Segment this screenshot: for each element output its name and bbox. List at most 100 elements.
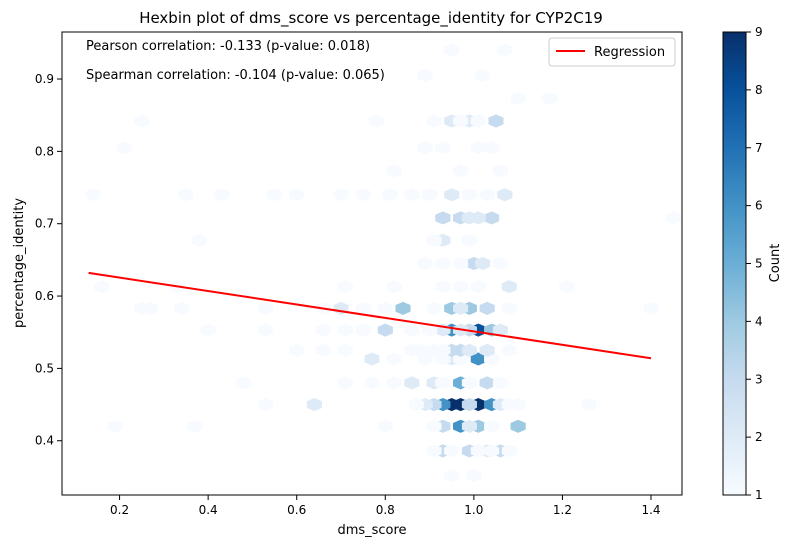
hexbin-cell [479,301,495,315]
hexbin-cell [559,280,575,294]
hexbin-cell [94,280,110,294]
hexbin-cell [187,419,203,433]
colorbar-tick-label: 5 [755,257,763,271]
x-axis-label: dms_score [337,523,406,538]
hexbin-cell [417,68,433,82]
hexbin-cell [426,419,442,433]
hexbin-cell [404,376,420,390]
hexbin-cell [355,188,371,202]
colorbar-tick-label: 9 [755,25,763,39]
x-tick-label: 0.8 [376,503,395,517]
hexbin-cell [258,323,274,337]
hexbin-cell [368,114,384,128]
spearman-annotation: Spearman correlation: -0.104 (p-value: 0… [86,68,385,83]
hexbin-cell [665,211,681,225]
hexbin-cell [386,376,402,390]
x-tick-label: 0.6 [287,503,306,517]
hexbin-cell [386,164,402,178]
hexbin-cell [337,323,353,337]
y-tick-label: 0.9 [35,72,54,86]
hexbin-cell [435,376,451,390]
hexbin-cell [488,114,504,128]
hexbin-cell [497,188,513,202]
hexbin-cell [501,301,517,315]
y-axis-label: percentage_identity [12,198,27,328]
colorbar-tick-label: 4 [755,314,763,328]
colorbar-label: Count [768,244,783,283]
hexbin-cell [178,188,194,202]
hexbin-cell [581,398,597,412]
hexbin-cell [306,398,322,412]
hexbin-cell [426,301,442,315]
chart-title: Hexbin plot of dms_score vs percentage_i… [139,9,603,28]
regression-layer [88,271,652,360]
legend-label-regression: Regression [594,45,665,60]
y-tick-label: 0.7 [35,217,54,231]
hexbin-cell [85,188,101,202]
hexbin-cell [395,301,411,315]
hexbin-cell [355,323,371,337]
colorbar [722,31,747,496]
hexbin-cell [422,323,438,337]
hexbin-cell [200,323,216,337]
y-tick-label: 0.5 [35,361,54,375]
hexbin-cell [435,256,451,271]
hexbin-cell [453,301,469,315]
hexbin-cell [479,188,495,202]
hexbin-cell [484,141,500,155]
hexbin-cell [426,114,442,128]
hexbin-cell [422,188,438,202]
hexbin-cell [475,68,491,82]
hexbin-cell [174,301,190,315]
hexbin-cell [453,114,469,128]
hexbin-cell [479,376,495,390]
hexbin-cell [315,323,331,337]
hexbin-cell [107,419,123,433]
hexbin-cell [289,343,305,357]
hexbin-cell [484,211,500,225]
hexbin-cell [267,188,283,202]
colorbar-tick-label: 3 [755,372,763,386]
hexbin-cell [364,352,380,366]
hexbin-cell [444,468,460,483]
legend: Regression [548,37,676,67]
hexbin-cell [143,301,159,315]
hexbin-cell [337,280,353,294]
colorbar-ticks: 1 2 3 4 5 6 7 8 9 [746,25,763,502]
hexbin-cell [444,444,460,458]
hexbin-cell [484,444,500,458]
x-tick-label: 0.2 [110,503,129,517]
hexbin-cell [501,280,517,294]
x-tick-label: 0.4 [199,503,218,517]
hexbin-cell [453,164,469,178]
hexbin-cell [435,280,451,294]
hexbin-cell [470,141,486,155]
hexbin-cell [501,343,517,357]
hexbin-cell [453,256,469,271]
hexbin-cell [510,419,526,433]
hexbin-cell [461,376,477,390]
y-tick-label: 0.4 [35,434,54,448]
colorbar-tick-label: 7 [755,141,763,155]
hexbin-cell [386,352,402,366]
hexbin-cell [435,211,451,225]
hexbin-cell [470,114,486,128]
colorbar-tick-label: 2 [755,430,763,444]
hexbin-cell [413,343,429,357]
colorbar-tick-label: 1 [755,488,763,502]
hexbin-cell [479,343,495,357]
hexbin-cell [492,256,508,271]
hexbin-cell [364,376,380,390]
legend-box [548,37,676,67]
y-axis: 0.4 0.5 0.6 0.7 0.8 0.9 [35,72,62,448]
hexbin-cell [337,343,353,357]
colorbar-tick-label: 6 [755,199,763,213]
hexbin-cell [475,256,491,271]
hexbin-cell [377,323,393,337]
hexbin-cell [337,376,353,390]
y-tick-label: 0.6 [35,289,54,303]
hexbin-cell [510,92,526,106]
hexbin-cell [466,468,482,483]
regression-line [88,271,652,360]
